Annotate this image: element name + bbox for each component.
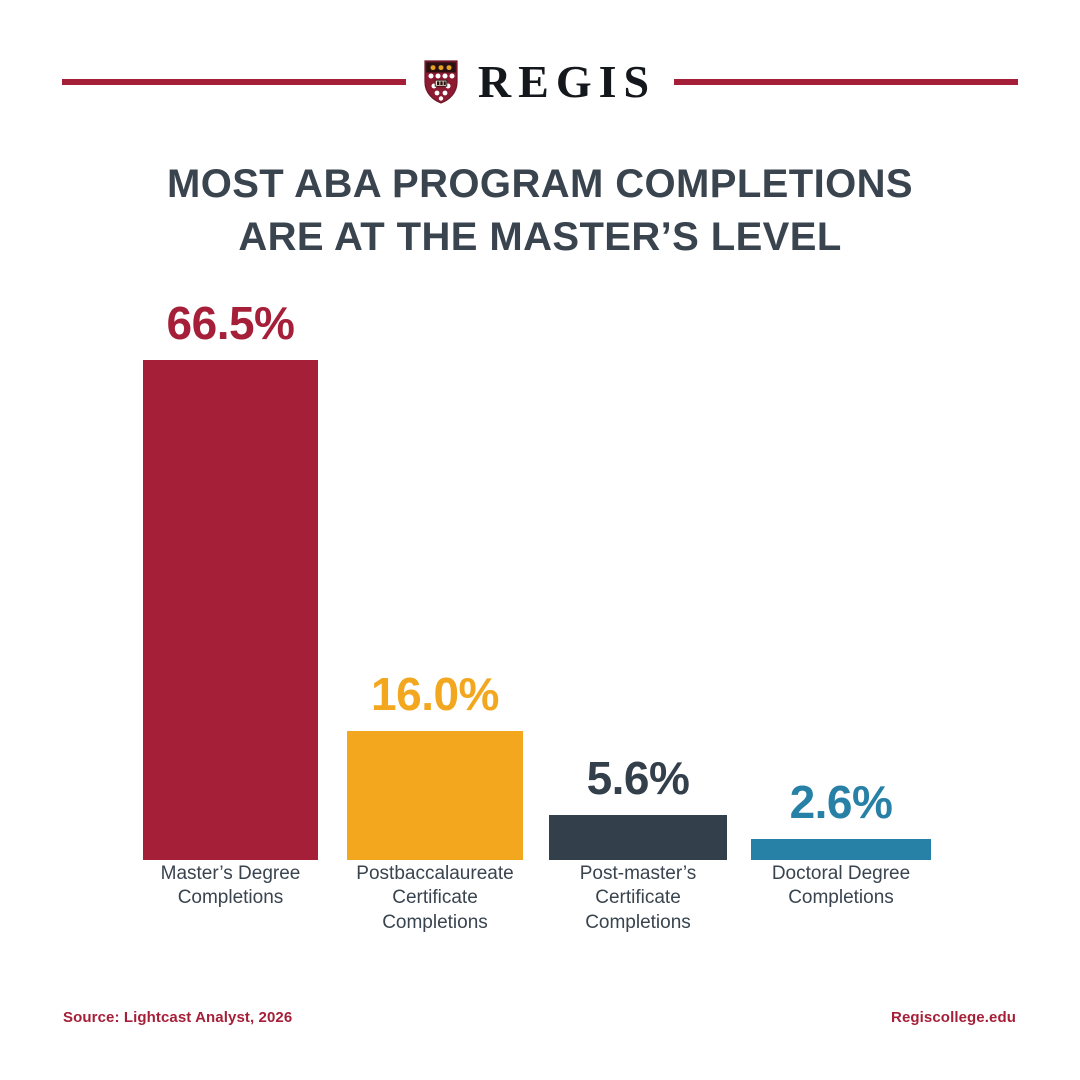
header-rule-right [674,79,1019,85]
regis-wordmark: REGIS [477,56,657,107]
bar-value-label: 16.0% [371,668,499,720]
bar-category-label-line: Completions [585,911,691,933]
header-rule-left [62,79,406,85]
bar-value-label: 5.6% [586,752,690,804]
page-title: Most ABA Program Completions Are at the … [0,158,1080,264]
bar-category-label: Post-master’s Certificate Completions [549,862,727,935]
bar [751,839,931,860]
bar-column: 66.5% [143,300,318,860]
page-title-line-1: Most ABA Program Completions [166,162,913,206]
bar [143,360,318,860]
bar-category-label-line: Completions [382,911,488,933]
website-label[interactable]: Regiscollege.edu [891,1009,1016,1026]
source-note: Source: Lightcast Analyst, 2026 [63,1009,293,1026]
bar-chart-category-labels: Master’s Degree Completions Postbaccalaure… [62,862,1018,942]
bar-category-label-line: Post-master’s [579,863,697,884]
bar [549,815,727,860]
bar-chart: 66.5% 16.0% 5.6% 2.6% [62,300,1018,860]
bar-value-label: 66.5% [166,297,295,349]
bar-value-label: 2.6% [789,776,893,828]
bar-category-label-line: Master’s Degree [160,863,301,884]
regis-shield-icon [424,60,458,104]
bar-category-label: Postbaccalaureate Certificate Completions [347,862,523,935]
bar [347,731,523,860]
bar-category-label-line: Completions [177,887,284,909]
brand-header: REGIS [0,52,1080,112]
bar-column: 5.6% [549,300,727,860]
bar-column: 16.0% [347,300,523,860]
bar-category-label: Master’s Degree Completions [143,862,318,911]
bar-category-label: Doctoral Degree Completions [751,862,931,911]
bar-category-label-line: Postbaccalaureate [356,863,514,884]
page-title-line-2: Are at the Master’s Level [238,214,842,259]
regis-logo: REGIS [424,59,656,105]
bar-category-label-line: Doctoral Degree [771,863,911,884]
bar-column: 2.6% [751,300,931,860]
bar-category-label-line: Completions [788,887,894,909]
bar-category-label-line: Certificate [392,887,478,909]
bar-category-label-line: Certificate [595,887,681,909]
